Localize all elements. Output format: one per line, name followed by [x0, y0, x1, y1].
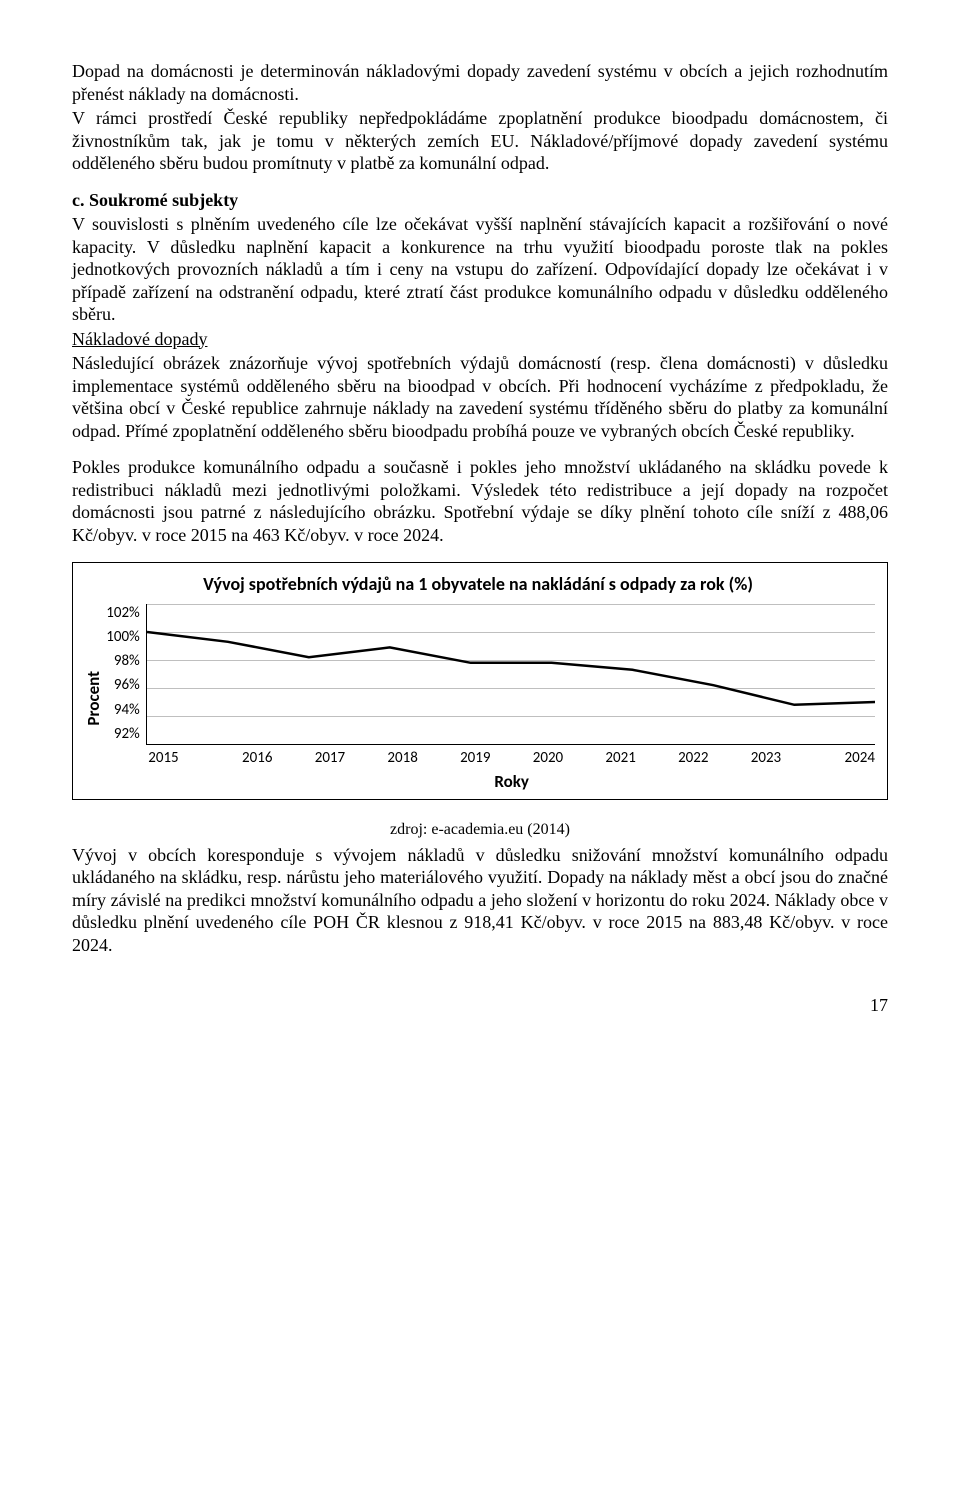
page-number: 17 — [72, 994, 888, 1017]
chart-y-label: Procent — [81, 671, 106, 726]
para-6: Vývoj v obcích koresponduje s vývojem ná… — [72, 844, 888, 957]
para-3: V souvislosti s plněním uvedeného cíle l… — [72, 213, 888, 326]
chart-plot-area — [146, 604, 875, 745]
para-5: Pokles produkce komunálního odpadu a sou… — [72, 456, 888, 546]
chart-x-ticks: 2015 2016 2017 2018 2019 2020 2021 2022 … — [148, 745, 875, 768]
chart-x-tick: 2015 — [148, 749, 221, 768]
chart-title: Vývoj spotřebních výdajů na 1 obyvatele … — [81, 573, 875, 596]
chart-y-tick: 92% — [114, 725, 140, 744]
chart-y-tick: 94% — [114, 701, 140, 720]
chart-line-svg — [147, 604, 875, 744]
chart-container: Vývoj spotřebních výdajů na 1 obyvatele … — [72, 562, 888, 800]
chart-x-tick: 2020 — [512, 749, 585, 768]
para-4: Následující obrázek znázorňuje vývoj spo… — [72, 352, 888, 442]
chart-x-tick: 2021 — [584, 749, 657, 768]
chart-x-tick: 2016 — [221, 749, 294, 768]
chart-x-tick: 2019 — [439, 749, 512, 768]
para-2: V rámci prostředí České republiky nepřed… — [72, 107, 888, 175]
chart-x-tick: 2022 — [657, 749, 730, 768]
chart-y-tick: 96% — [114, 676, 140, 695]
chart-x-label: Roky — [148, 767, 875, 792]
chart-source: zdroj: e-academia.eu (2014) — [72, 820, 888, 840]
cost-heading: Nákladové dopady — [72, 328, 888, 351]
heading-c: c. Soukromé subjekty — [72, 189, 888, 212]
chart-x-tick: 2024 — [802, 749, 875, 768]
chart-x-tick: 2018 — [366, 749, 439, 768]
chart-y-tick: 100% — [106, 628, 140, 647]
para-1: Dopad na domácnosti je determinován nákl… — [72, 60, 888, 105]
chart-y-tick: 98% — [114, 652, 140, 671]
chart-y-tick: 102% — [106, 604, 140, 623]
chart-x-tick: 2017 — [294, 749, 367, 768]
chart-y-ticks: 102% 100% 98% 96% 94% 92% — [106, 604, 146, 744]
chart-x-tick: 2023 — [730, 749, 803, 768]
